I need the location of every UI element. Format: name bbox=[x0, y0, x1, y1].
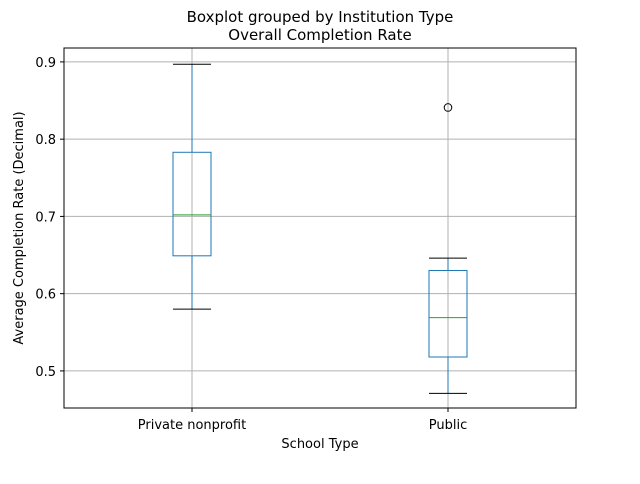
x-axis-label: School Type bbox=[281, 437, 358, 452]
y-axis-label: Average Completion Rate (Decimal) bbox=[12, 111, 27, 344]
plot-frame bbox=[63, 47, 577, 409]
tick-layer: 0.5 0.6 0.7 0.8 0.9 Private nonprofit Public bbox=[35, 56, 467, 433]
outlier-point bbox=[443, 103, 453, 112]
y-tick-label: 0.9 bbox=[35, 56, 56, 71]
chart-title: Overall Completion Rate bbox=[228, 26, 411, 44]
iqr-box bbox=[172, 151, 212, 257]
y-tick-label: 0.8 bbox=[35, 133, 56, 148]
box-group bbox=[428, 103, 468, 394]
x-tick-label: Private nonprofit bbox=[138, 418, 246, 433]
y-tick-label: 0.6 bbox=[35, 288, 56, 303]
grid-layer bbox=[64, 48, 576, 408]
chart-suptitle: Boxplot grouped by Institution Type bbox=[187, 8, 454, 26]
x-tick-label: Public bbox=[429, 418, 467, 433]
iqr-box bbox=[428, 269, 468, 358]
box-group bbox=[172, 63, 212, 310]
box-layer bbox=[172, 63, 468, 394]
y-tick-label: 0.7 bbox=[35, 210, 56, 225]
y-tick-label: 0.5 bbox=[35, 365, 56, 380]
